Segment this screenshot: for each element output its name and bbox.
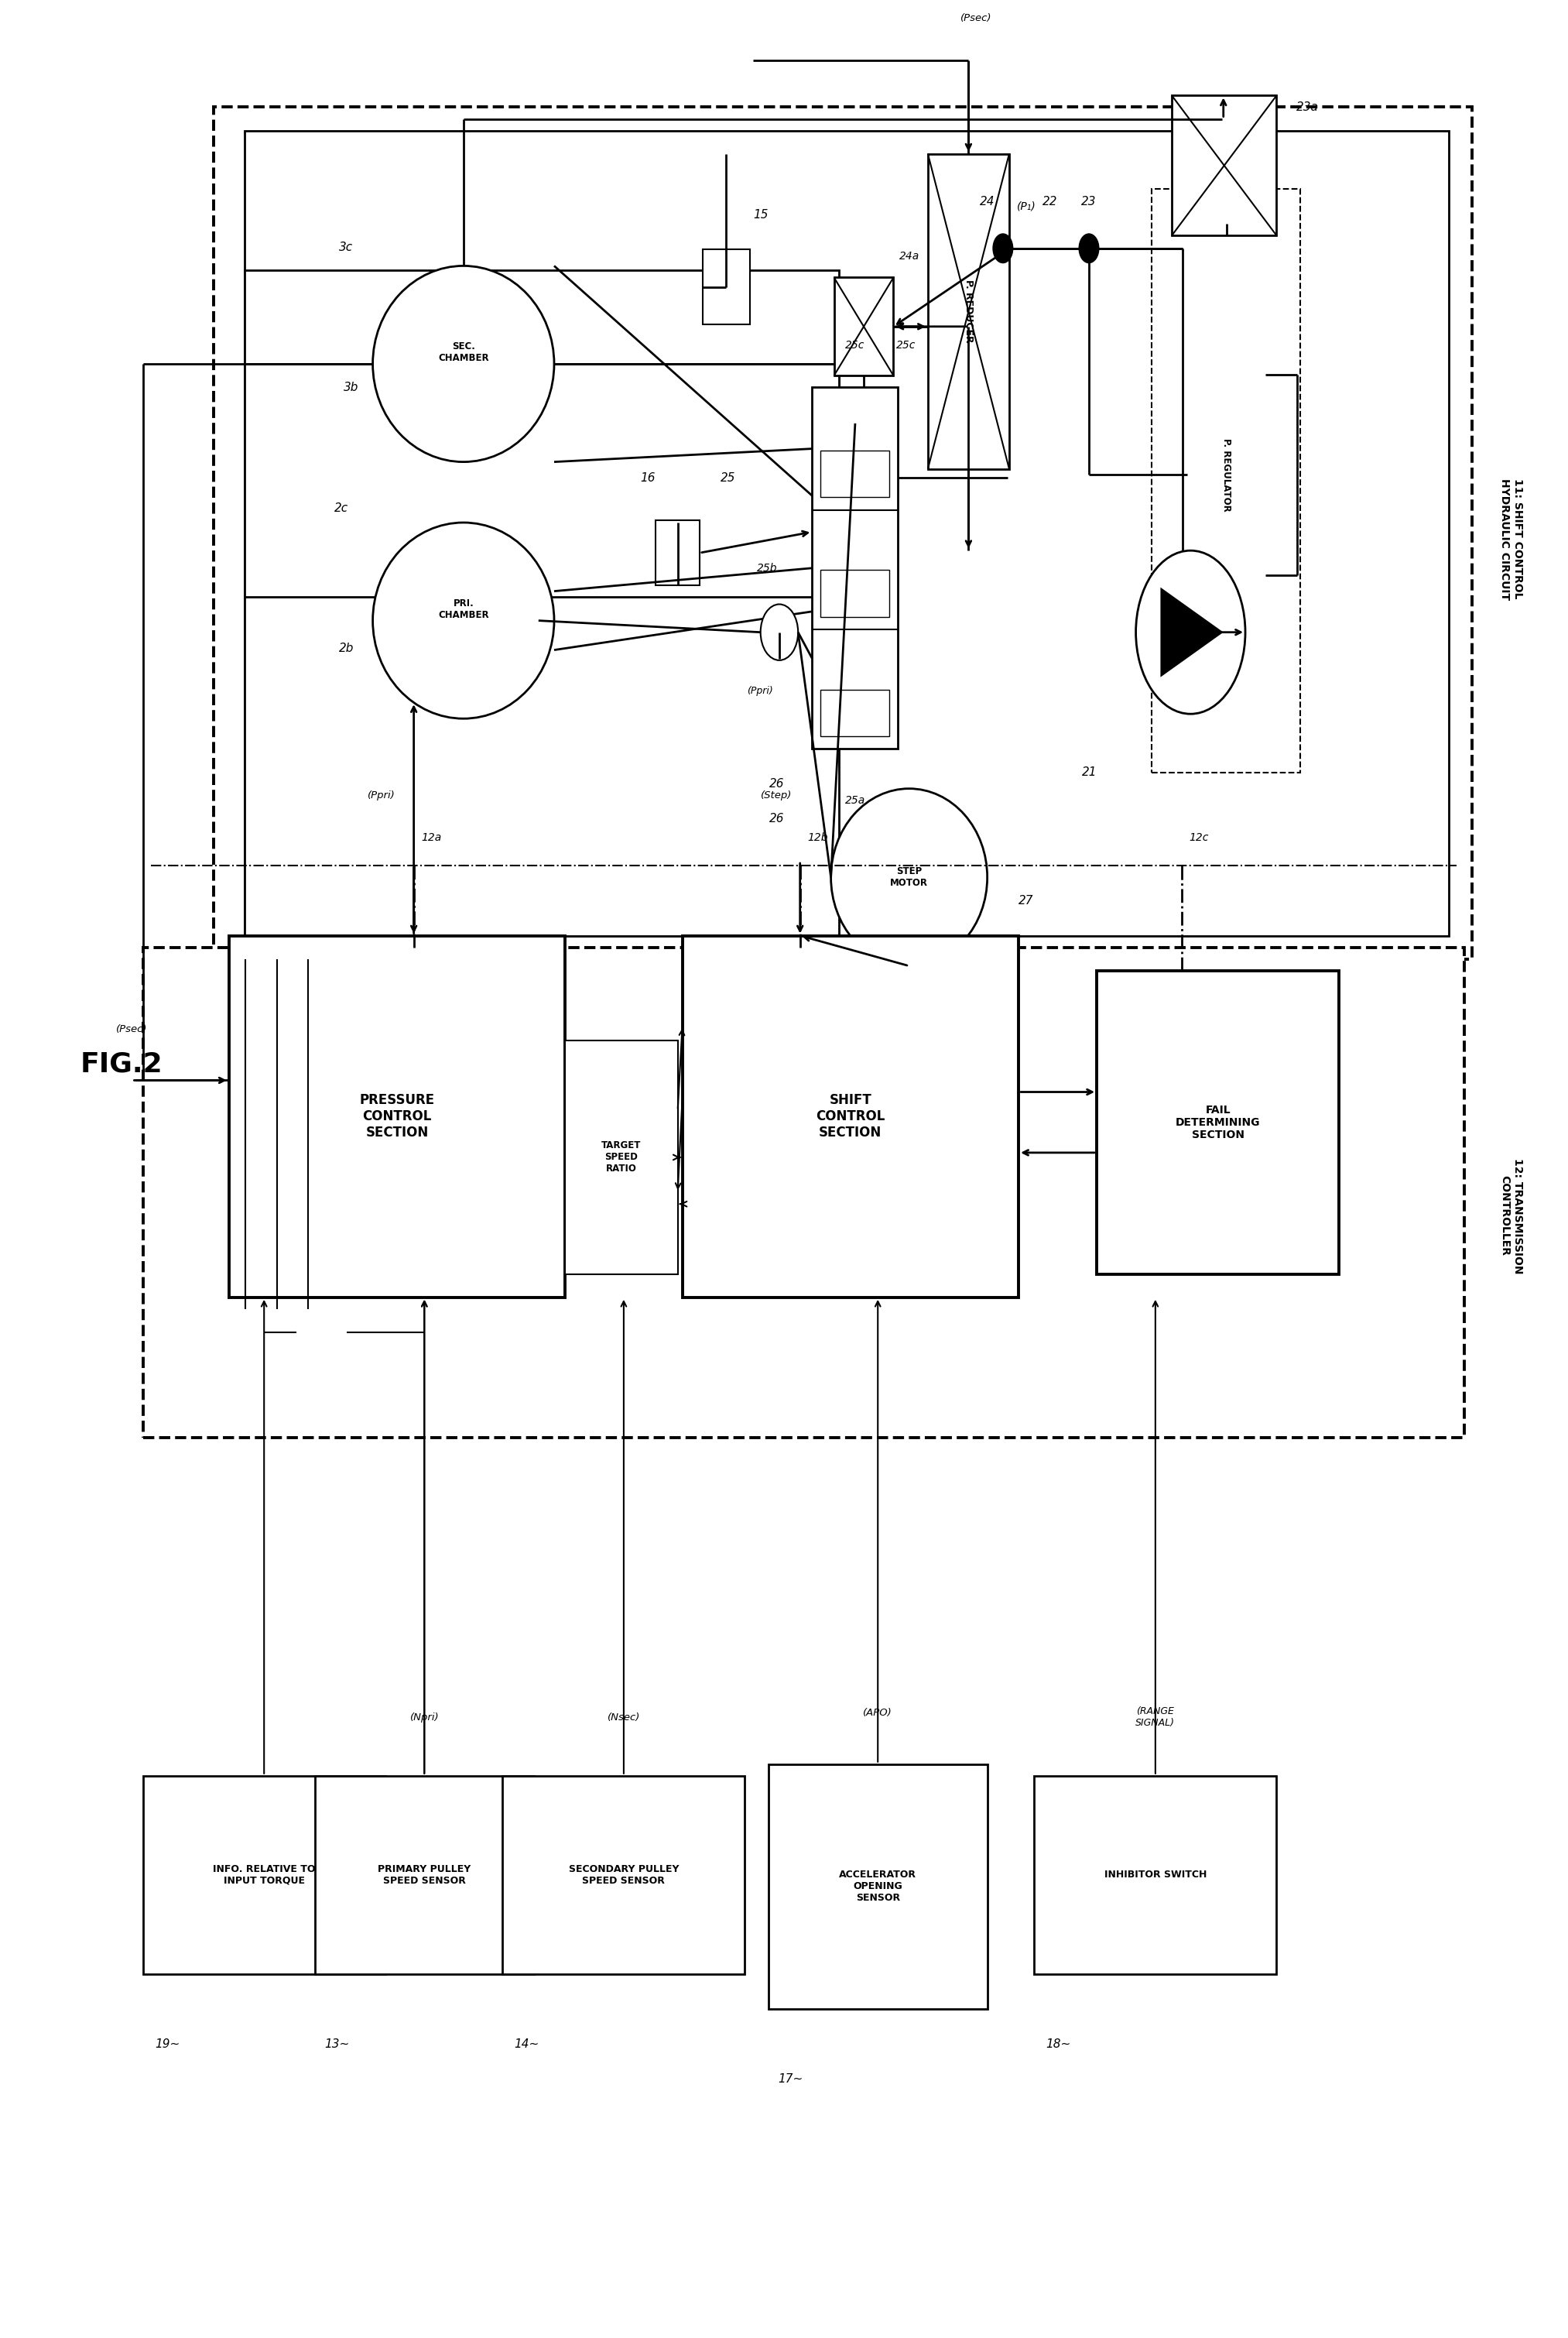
Bar bbox=[928, 154, 1010, 470]
Bar bbox=[143, 947, 1465, 1438]
Text: PRESSURE
CONTROL
SECTION: PRESSURE CONTROL SECTION bbox=[359, 1094, 434, 1139]
Text: (Psec): (Psec) bbox=[961, 14, 993, 23]
Text: (Nsec): (Nsec) bbox=[607, 1711, 640, 1723]
Text: 25b: 25b bbox=[757, 563, 778, 573]
Bar bbox=[502, 1777, 745, 1973]
Circle shape bbox=[1135, 549, 1245, 713]
Text: (APO): (APO) bbox=[864, 1707, 892, 1718]
Circle shape bbox=[760, 603, 798, 659]
Text: P. REDUCER: P. REDUCER bbox=[963, 281, 974, 344]
Text: PRI.
CHAMBER: PRI. CHAMBER bbox=[437, 599, 489, 620]
Bar bbox=[245, 131, 1449, 935]
Ellipse shape bbox=[831, 788, 988, 966]
Bar bbox=[820, 690, 889, 736]
Text: 21: 21 bbox=[1082, 767, 1096, 779]
Text: 23: 23 bbox=[1082, 196, 1096, 208]
Text: 22: 22 bbox=[1043, 196, 1057, 208]
Text: (Ppri): (Ppri) bbox=[746, 685, 773, 697]
Text: 12b: 12b bbox=[808, 832, 828, 844]
Bar bbox=[682, 935, 1019, 1298]
Text: 12c: 12c bbox=[1190, 832, 1209, 844]
Ellipse shape bbox=[373, 524, 554, 718]
Bar bbox=[213, 108, 1472, 959]
Bar bbox=[1096, 970, 1339, 1274]
Text: 27: 27 bbox=[1019, 895, 1033, 907]
Text: 2b: 2b bbox=[339, 643, 354, 655]
Text: ACCELERATOR
OPENING
SENSOR: ACCELERATOR OPENING SENSOR bbox=[839, 1870, 917, 1903]
Bar bbox=[315, 1777, 533, 1973]
Text: 23a: 23a bbox=[1297, 101, 1319, 112]
Text: 25: 25 bbox=[720, 472, 735, 484]
Text: 3c: 3c bbox=[339, 241, 353, 253]
Circle shape bbox=[1079, 234, 1098, 262]
Text: 16: 16 bbox=[640, 472, 655, 484]
Text: 2c: 2c bbox=[334, 503, 348, 514]
Bar bbox=[702, 250, 750, 325]
Text: 25a: 25a bbox=[845, 795, 866, 807]
Text: (Ppri): (Ppri) bbox=[367, 790, 395, 800]
Bar bbox=[834, 278, 894, 376]
Text: (P₁): (P₁) bbox=[1016, 201, 1036, 213]
Text: 15: 15 bbox=[753, 208, 768, 220]
Text: 14~: 14~ bbox=[514, 2039, 539, 2050]
Text: 11: SHIFT CONTROL
HYDRAULIC CIRCUIT: 11: SHIFT CONTROL HYDRAULIC CIRCUIT bbox=[1499, 477, 1523, 601]
Text: FIG.2: FIG.2 bbox=[80, 1050, 163, 1078]
Text: SHIFT
CONTROL
SECTION: SHIFT CONTROL SECTION bbox=[815, 1094, 884, 1139]
Text: 25c: 25c bbox=[897, 339, 916, 351]
Text: TARGET
SPEED
RATIO: TARGET SPEED RATIO bbox=[602, 1141, 641, 1174]
Text: 12a: 12a bbox=[422, 832, 442, 844]
Text: 25c: 25c bbox=[845, 339, 866, 351]
Bar bbox=[143, 1777, 386, 1973]
Text: 13~: 13~ bbox=[325, 2039, 350, 2050]
Text: 26: 26 bbox=[768, 779, 784, 790]
Text: 19~: 19~ bbox=[155, 2039, 180, 2050]
Circle shape bbox=[994, 234, 1013, 262]
Ellipse shape bbox=[373, 267, 554, 463]
Text: P. REGULATOR: P. REGULATOR bbox=[1221, 437, 1231, 512]
Text: INHIBITOR SWITCH: INHIBITOR SWITCH bbox=[1104, 1870, 1207, 1880]
Text: (Step): (Step) bbox=[760, 790, 792, 800]
Bar bbox=[1187, 224, 1265, 725]
Text: 12: TRANSMISSION
CONTROLLER: 12: TRANSMISSION CONTROLLER bbox=[1499, 1157, 1523, 1274]
Text: FAIL
DETERMINING
SECTION: FAIL DETERMINING SECTION bbox=[1176, 1104, 1261, 1141]
Text: 3b: 3b bbox=[343, 381, 359, 393]
Bar bbox=[1035, 1777, 1276, 1973]
Bar bbox=[229, 935, 564, 1298]
Text: SECONDARY PULLEY
SPEED SENSOR: SECONDARY PULLEY SPEED SENSOR bbox=[569, 1863, 679, 1887]
Text: 24: 24 bbox=[980, 196, 994, 208]
Text: PRIMARY PULLEY
SPEED SENSOR: PRIMARY PULLEY SPEED SENSOR bbox=[378, 1863, 470, 1887]
Text: STEP
MOTOR: STEP MOTOR bbox=[891, 867, 928, 888]
Bar bbox=[768, 1765, 988, 2008]
Text: (Npri): (Npri) bbox=[409, 1711, 439, 1723]
Text: 18~: 18~ bbox=[1046, 2039, 1071, 2050]
Text: SEC.
CHAMBER: SEC. CHAMBER bbox=[437, 341, 489, 362]
Text: (Psec): (Psec) bbox=[116, 1024, 147, 1033]
Text: (RANGE
SIGNAL): (RANGE SIGNAL) bbox=[1135, 1707, 1174, 1728]
Text: INFO. RELATIVE TO
INPUT TORQUE: INFO. RELATIVE TO INPUT TORQUE bbox=[213, 1863, 315, 1887]
Text: 26: 26 bbox=[768, 814, 784, 825]
Bar bbox=[812, 388, 898, 748]
Bar bbox=[245, 365, 839, 935]
Bar bbox=[1151, 189, 1300, 772]
Text: 17~: 17~ bbox=[778, 2074, 803, 2085]
Bar bbox=[1171, 96, 1276, 236]
Bar bbox=[820, 451, 889, 498]
Text: 24a: 24a bbox=[898, 250, 919, 262]
Bar bbox=[820, 570, 889, 617]
Bar bbox=[564, 1040, 677, 1274]
Polygon shape bbox=[1160, 587, 1223, 678]
Bar bbox=[245, 271, 839, 701]
Bar bbox=[655, 521, 699, 584]
